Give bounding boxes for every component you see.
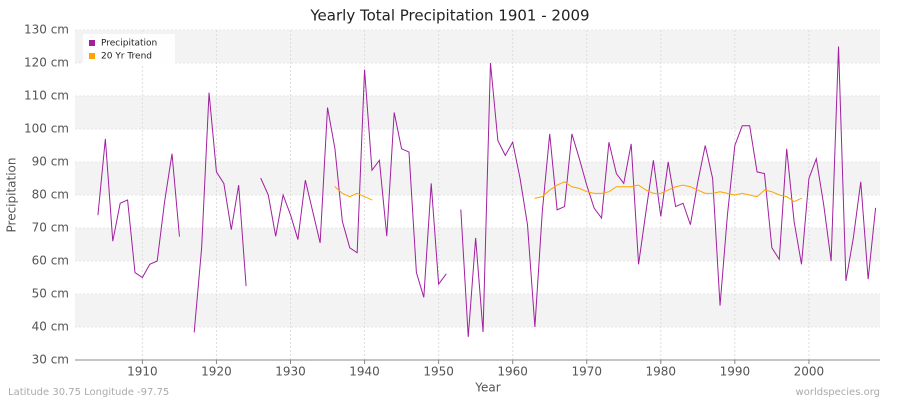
y-tick-label: 70 cm [32,221,69,235]
y-tick-label: 110 cm [24,89,69,103]
x-tick-label: 2000 [794,365,825,379]
x-tick-label: 1920 [201,365,232,379]
legend-swatch [89,40,95,46]
x-tick-label: 1970 [571,365,602,379]
y-axis-label: Precipitation [5,157,19,232]
x-tick-label: 1980 [646,365,677,379]
x-tick-label: 1990 [720,365,751,379]
grid-band [75,30,880,63]
y-tick-label: 50 cm [32,287,69,301]
grid-band [75,96,880,129]
series-line [334,181,802,203]
legend-label: 20 Yr Trend [101,52,152,62]
y-tick-label: 30 cm [32,353,69,367]
y-tick-label: 60 cm [32,254,69,268]
y-tick-label: 90 cm [32,155,69,169]
x-tick-label: 1950 [423,365,454,379]
y-tick-label: 130 cm [24,23,69,37]
chart-title: Yearly Total Precipitation 1901 - 2009 [309,7,589,25]
series-line [97,46,877,337]
y-tick-label: 120 cm [24,56,69,70]
grid-band [75,294,880,327]
y-tick-label: 100 cm [24,122,69,136]
grid-band [75,162,880,195]
x-tick-label: 1940 [349,365,380,379]
x-tick-label: 1960 [497,365,528,379]
x-tick-label: 1910 [127,365,158,379]
footer-right: worldspecies.org [796,387,880,398]
legend-swatch [89,53,95,59]
y-tick-label: 80 cm [32,188,69,202]
x-axis-label: Year [474,381,500,395]
x-tick-label: 1930 [275,365,306,379]
legend-label: Precipitation [101,39,157,49]
footer-left: Latitude 30.75 Longitude -97.75 [8,387,169,398]
legend-box [83,34,175,66]
y-tick-label: 40 cm [32,320,69,334]
